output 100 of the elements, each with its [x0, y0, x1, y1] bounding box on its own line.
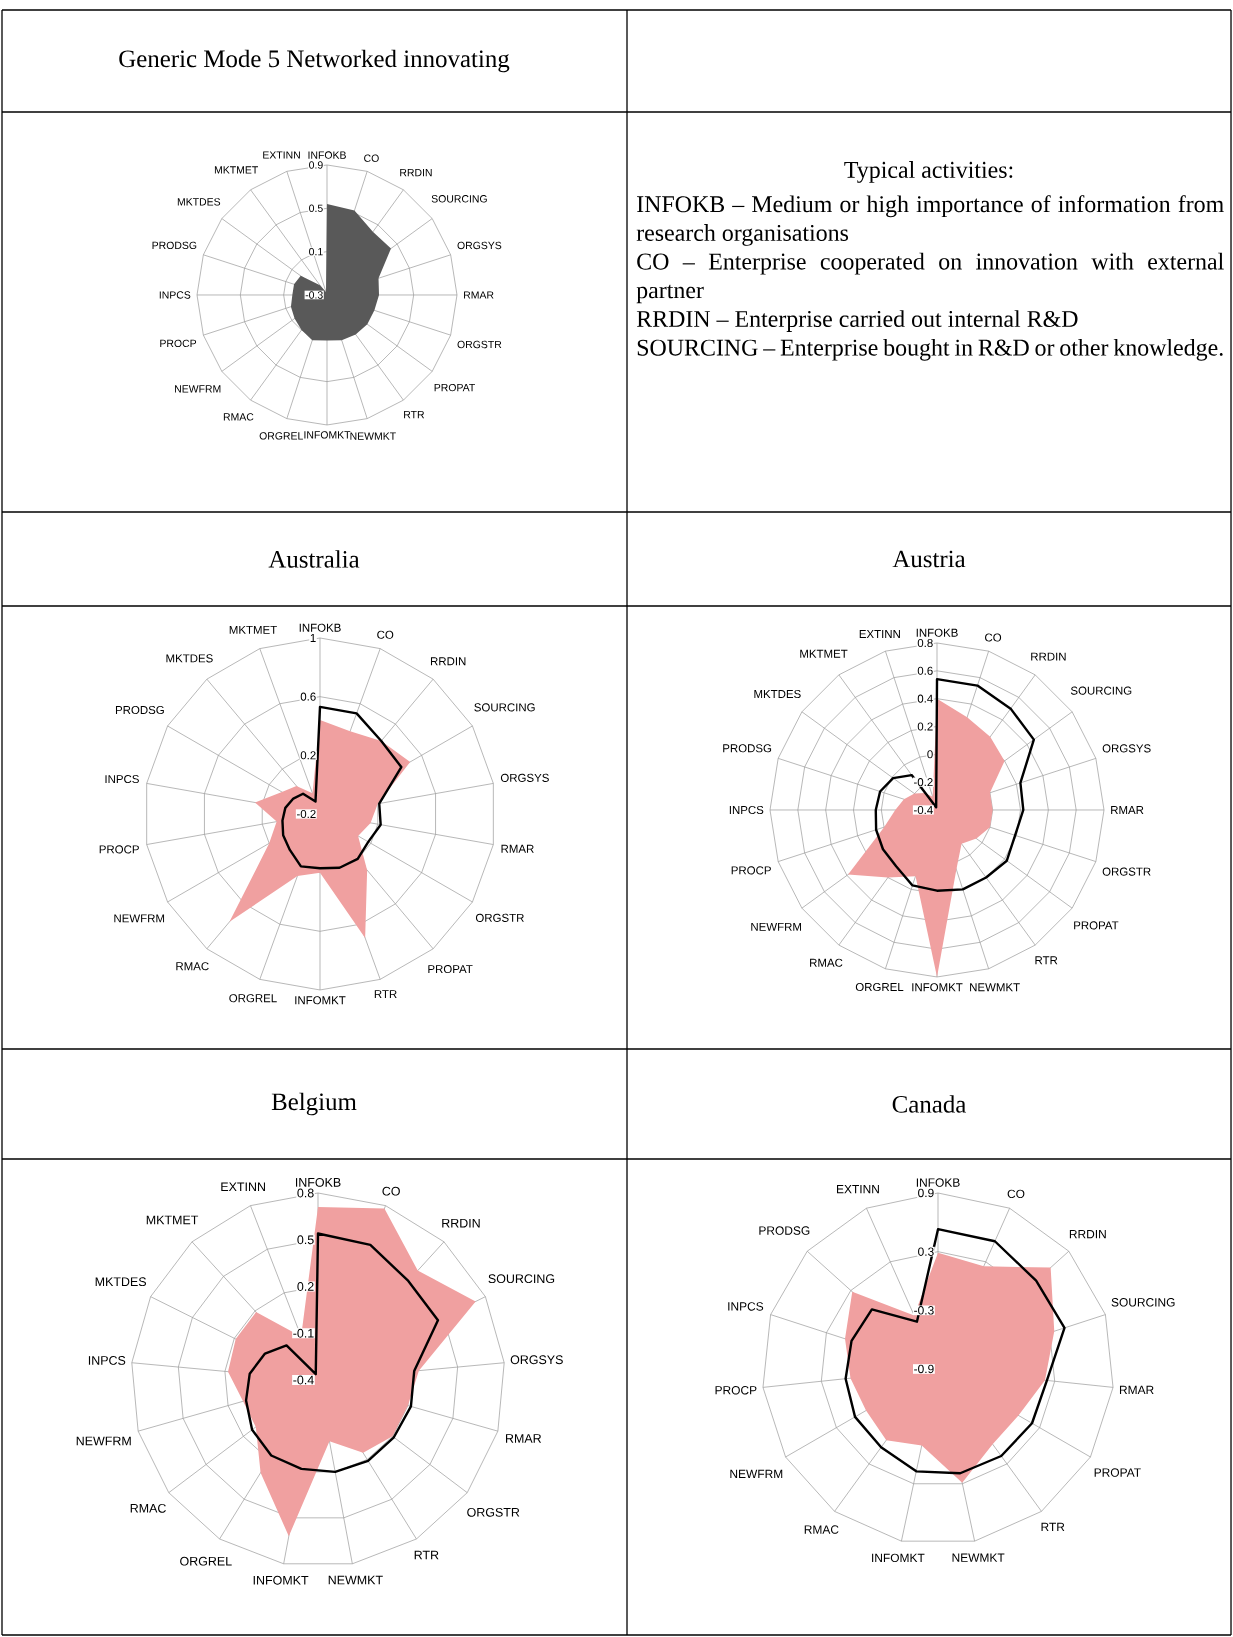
spoke-label: ORGSYS	[1102, 744, 1151, 753]
chart-title: Belgium	[271, 1092, 357, 1116]
spoke-label: ORGREL	[855, 982, 904, 992]
y-tick-label: 0.2	[297, 1282, 314, 1291]
spoke-label: INFOMKT	[304, 431, 351, 439]
spoke-label: NEWMKT	[970, 983, 1020, 992]
y-tick-label: -0.4	[913, 805, 933, 815]
text: Typical activities:	[844, 161, 1013, 183]
spoke-label: NEWFRM	[114, 914, 165, 923]
text: SOURCING – Enterprise bought in R&D or other knowledge.	[637, 338, 1223, 361]
y-tick-label: 0.5	[297, 1235, 314, 1245]
chart-title: Austria	[892, 550, 966, 568]
chart-title: Australia	[268, 550, 360, 568]
spoke-label: MKTDES	[95, 1277, 146, 1287]
spoke-label: NEWMKT	[328, 1575, 383, 1585]
spoke-label: INFOKB	[916, 1178, 960, 1187]
spoke-label: ORGSYS	[457, 241, 502, 250]
y-tick-label: -0.2	[913, 778, 933, 787]
y-tick-label: 0.3	[918, 1247, 934, 1256]
spoke-label: PRODSG	[115, 705, 164, 715]
spoke-label: PRODSG	[759, 1226, 810, 1235]
spoke-label: RTR	[374, 990, 397, 999]
y-tick-label: 0.6	[300, 692, 316, 701]
spoke-label: MKTDES	[754, 689, 801, 699]
spoke-label: PROCP	[715, 1386, 757, 1395]
spoke-label: PROPAT	[428, 965, 473, 974]
spoke-label: CO	[377, 630, 394, 639]
y-tick-label: 0.5	[309, 204, 323, 213]
spoke-label: MKTDES	[177, 198, 221, 206]
spoke-label: MKTDES	[166, 654, 213, 663]
spoke-label: RTR	[1035, 956, 1058, 965]
spoke-label: NEWFRM	[751, 922, 801, 931]
spoke-label: NEWMKT	[952, 1553, 1005, 1562]
spoke-label: RTR	[1041, 1522, 1065, 1531]
y-tick-label: -0.2	[296, 809, 316, 819]
y-tick-label: 0.1	[309, 247, 323, 256]
spoke-label: RRDIN	[400, 168, 432, 177]
spoke-label: RMAC	[810, 958, 843, 967]
spoke-label: PROCP	[731, 866, 771, 875]
spoke-label: RMAR	[464, 291, 494, 299]
spoke-label: RMAC	[130, 1503, 166, 1513]
spoke-label: ORGREL	[259, 432, 303, 440]
spoke-label: INFOMKT	[872, 1553, 925, 1563]
y-tick-label: 0.8	[297, 1188, 314, 1198]
y-tick-label: 0.9	[918, 1188, 934, 1198]
spoke-label: ORGSYS	[510, 1355, 563, 1365]
spoke-label: RTR	[404, 410, 425, 419]
spoke-label: INPCS	[159, 291, 191, 299]
spoke-label: RMAR	[501, 844, 534, 853]
spoke-label: PRODSG	[152, 241, 197, 250]
chart-title: Canada	[892, 1095, 967, 1113]
y-tick-label: -0.4	[293, 1375, 314, 1385]
spoke-label: NEWFRM	[76, 1436, 131, 1446]
y-tick-label: 0.4	[917, 694, 933, 703]
spoke-label: NEWFRM	[175, 385, 221, 393]
spoke-label: ORGSYS	[500, 773, 549, 782]
spoke-label: INFOKB	[308, 151, 346, 159]
spoke-label: ORGSTR	[467, 1507, 520, 1517]
spoke-label: ORGREL	[229, 994, 277, 1003]
spoke-label: EXTINN	[837, 1185, 879, 1194]
spoke-label: ORGSTR	[457, 340, 502, 349]
spoke-label: RRDIN	[442, 1218, 480, 1228]
spoke-label: INFOMKT	[912, 983, 963, 992]
spoke-label: SOURCING	[474, 703, 535, 712]
spoke-label: RMAC	[804, 1525, 839, 1534]
spoke-label: SOURCING	[1111, 1298, 1175, 1307]
spoke-label: PROPAT	[434, 383, 475, 392]
spoke-label: RRDIN	[1069, 1230, 1106, 1239]
spoke-label: NEWMKT	[350, 432, 396, 440]
spoke-label: RMAR	[1111, 806, 1144, 814]
spoke-label: CO	[985, 633, 1002, 642]
chart-title: Generic Mode 5 Networked innovating	[119, 49, 510, 73]
spoke-label: ORGSTR	[475, 913, 524, 922]
spoke-label: ORGSTR	[1102, 867, 1151, 876]
spoke-label: MKTMET	[800, 649, 848, 658]
spoke-label: MKTMET	[229, 625, 277, 634]
spoke-label: INPCS	[88, 1356, 126, 1365]
spoke-label: PROPAT	[1074, 921, 1119, 930]
spoke-label: NEWFRM	[730, 1469, 783, 1479]
spoke-label: CO	[382, 1186, 400, 1196]
spoke-label: INPCS	[728, 1302, 764, 1311]
spoke-label: SOURCING	[1070, 686, 1132, 695]
spoke-label: MKTMET	[214, 166, 258, 174]
spoke-label: INFOMKT	[253, 1575, 309, 1585]
spoke-label: RRDIN	[1031, 652, 1066, 661]
y-tick-label: 0.2	[300, 751, 316, 760]
spoke-label: INFOKB	[916, 628, 958, 637]
y-tick-label: -0.3	[914, 1306, 934, 1315]
y-tick-label: 0.2	[917, 722, 933, 731]
y-tick-label: -0.1	[293, 1328, 314, 1338]
spoke-label: RTR	[414, 1550, 439, 1560]
text: RRDIN – Enterprise carried out internal R&D	[636, 310, 1078, 332]
y-tick-label: -0.9	[914, 1364, 934, 1374]
spoke-label: RRDIN	[430, 657, 466, 666]
y-tick-label: 0.8	[917, 638, 933, 648]
spoke-label: EXTINN	[263, 151, 300, 159]
spoke-label: INFOKB	[295, 1177, 341, 1187]
spoke-label: RMAR	[506, 1434, 542, 1443]
spoke-label: PRODSG	[723, 744, 772, 753]
spoke-label: INFOMKT	[295, 996, 346, 1005]
